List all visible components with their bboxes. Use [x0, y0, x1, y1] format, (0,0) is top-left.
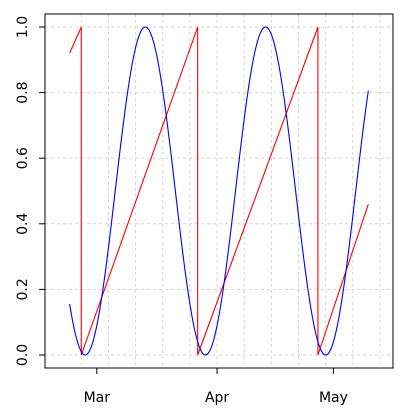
y-tick-label: 0.6 [15, 147, 31, 169]
y-tick-label: 0.0 [15, 344, 31, 366]
y-tick-label: 0.8 [15, 81, 31, 103]
x-tick-label: Mar [84, 390, 111, 406]
y-tick-label: 0.2 [15, 278, 31, 300]
series-line-2 [69, 26, 369, 356]
series-layer [69, 26, 369, 356]
y-tick-label: 1.0 [15, 16, 31, 38]
x-tick-label: Apr [205, 390, 229, 406]
series-line-1 [69, 26, 369, 356]
y-tick-label: 0.4 [15, 213, 31, 235]
axes: Mar Apr May 0.0 0.2 0.4 0.6 0.8 1.0 [15, 16, 348, 406]
x-tick-label: May [319, 390, 348, 406]
grid [45, 14, 393, 368]
